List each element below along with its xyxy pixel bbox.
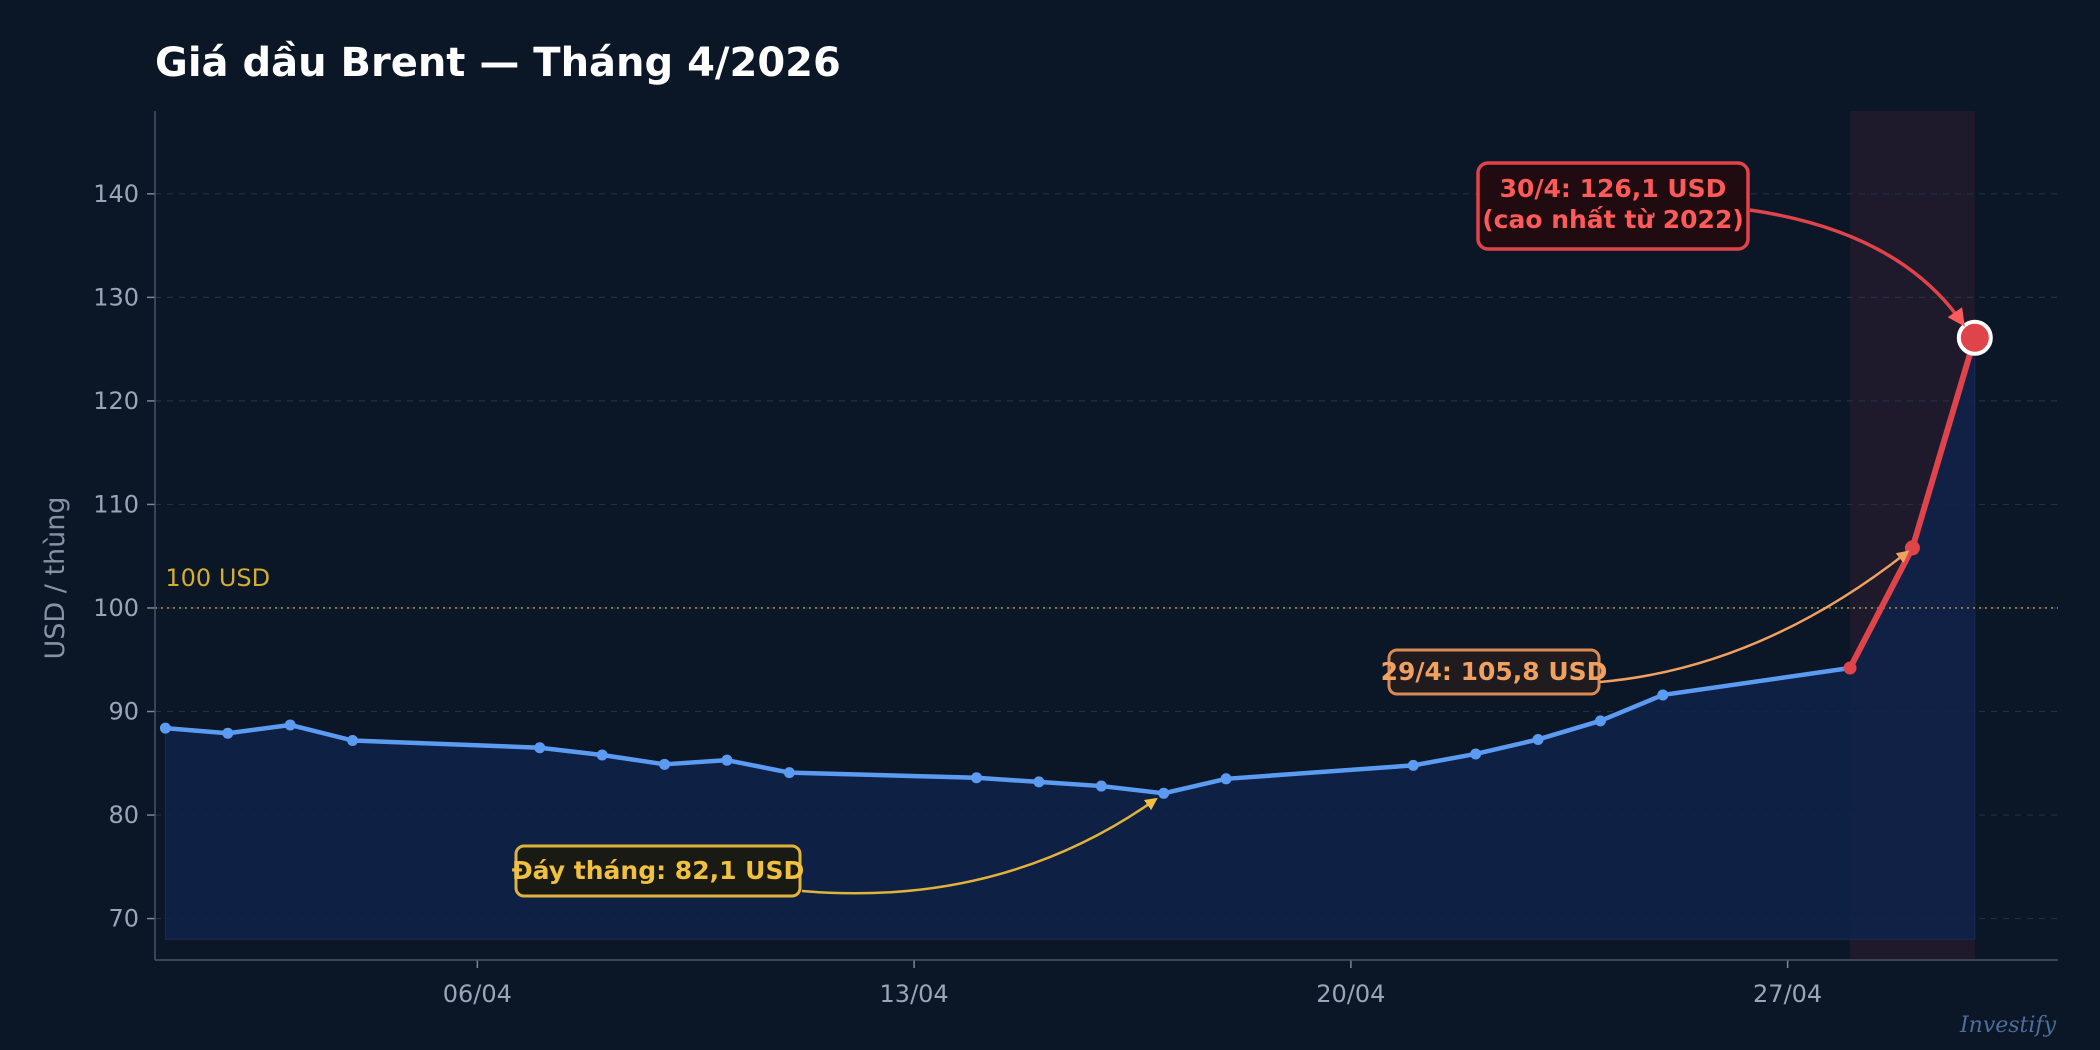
annotation-day29-arrow xyxy=(1599,550,1910,684)
data-point xyxy=(1095,780,1107,792)
peak-point xyxy=(1956,319,1993,356)
data-point xyxy=(1532,733,1544,745)
data-point xyxy=(1843,661,1857,675)
annotation-day29-box xyxy=(1387,648,1601,696)
data-point xyxy=(222,727,234,739)
watermark: Investify xyxy=(1959,1013,2057,1038)
annotation-trough-box xyxy=(514,844,802,898)
data-point xyxy=(971,772,983,784)
data-point xyxy=(1657,689,1669,701)
x-tick-label: 20/04 xyxy=(1316,980,1385,1008)
x-tick-label: 27/04 xyxy=(1753,980,1822,1008)
annotations: Đáy tháng: 82,1 USD 29/4: 105,8 USD 30/4: … xyxy=(512,161,1965,898)
y-axis-label: USD / thùng xyxy=(40,496,71,659)
data-point xyxy=(284,719,296,731)
data-point xyxy=(1033,776,1045,788)
annotation-peak-arrow xyxy=(1749,208,1965,327)
data-point xyxy=(783,767,795,779)
data-point xyxy=(596,749,608,761)
data-point xyxy=(534,742,546,754)
data-point xyxy=(659,758,671,770)
annotation-peak-text-line1: 30/4: 126,1 USD xyxy=(1500,174,1727,203)
x-tick-label: 13/04 xyxy=(880,980,949,1008)
data-points xyxy=(159,319,1993,799)
y-tick-label: 100 xyxy=(93,594,139,622)
annotation-trough-arrow xyxy=(801,797,1158,895)
data-point xyxy=(1220,773,1232,785)
x-tick-label: 06/04 xyxy=(443,980,512,1008)
y-tick-label: 140 xyxy=(93,180,139,208)
y-tick-label: 110 xyxy=(93,490,139,518)
y-tick-label: 90 xyxy=(108,698,139,726)
y-tick-label: 130 xyxy=(93,283,139,311)
axes: 70 80 90 100 110 120 130 140 06/04 13/04 20/04 27/0… xyxy=(93,111,2058,1008)
annotation-peak-text-line2: (cao nhất từ 2022) xyxy=(1482,205,1744,234)
data-point xyxy=(1158,787,1170,799)
reference-line-group: 100 USD xyxy=(155,564,2058,609)
data-point xyxy=(347,735,359,747)
annotation-peak-box xyxy=(1476,161,1750,251)
data-point xyxy=(721,754,733,766)
annotation-trough-text: Đáy tháng: 82,1 USD xyxy=(512,856,805,885)
data-point xyxy=(1594,715,1606,727)
chart-title: Giá dầu Brent — Tháng 4/2026 xyxy=(155,40,841,86)
y-tick-label: 70 xyxy=(108,905,139,933)
data-point xyxy=(1407,759,1419,771)
annotation-day29-text: 29/4: 105,8 USD xyxy=(1381,657,1608,686)
series-line-brent xyxy=(163,665,1853,796)
data-point xyxy=(1470,748,1482,760)
y-tick-label: 80 xyxy=(108,801,139,829)
y-tick-label: 120 xyxy=(93,387,139,415)
data-point xyxy=(159,722,171,734)
reference-line-label: 100 USD xyxy=(165,564,270,592)
